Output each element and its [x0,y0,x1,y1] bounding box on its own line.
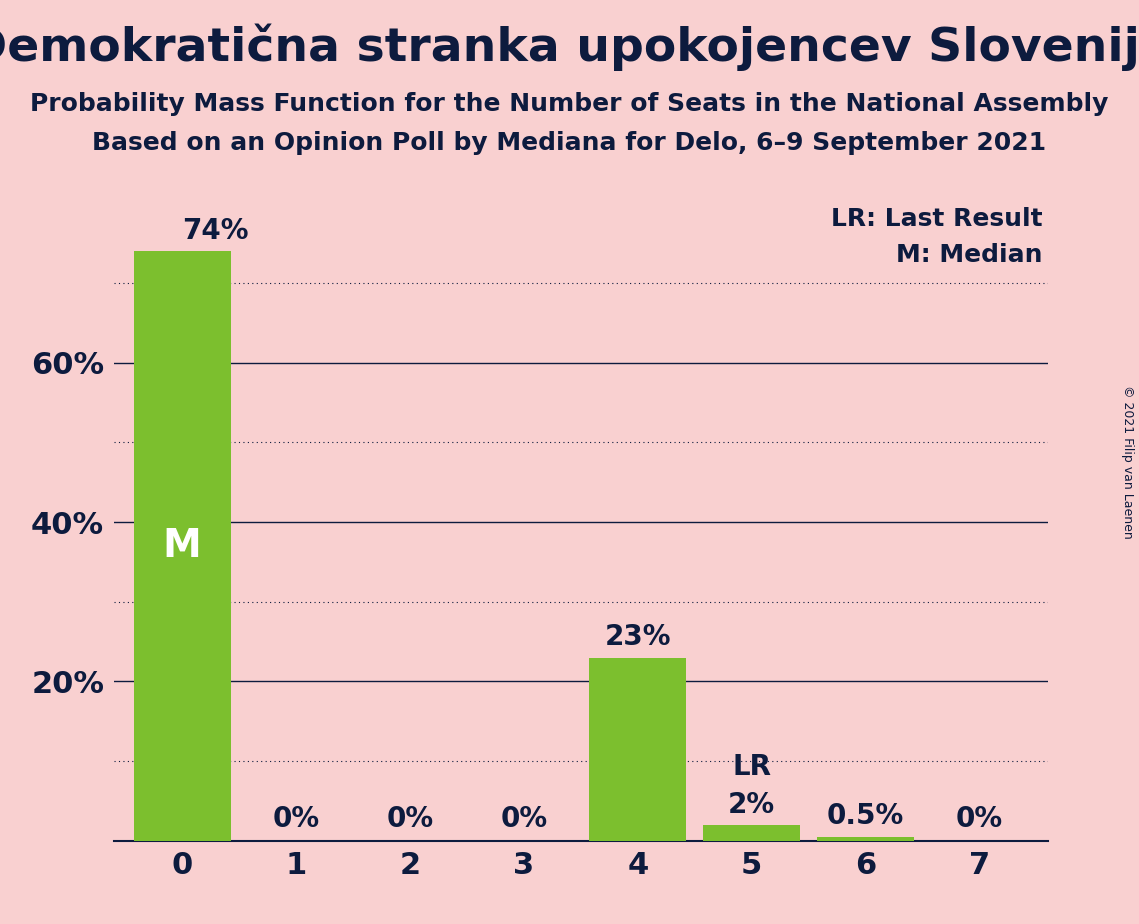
Text: Demokratična stranka upokojencev Slovenije: Demokratična stranka upokojencev Sloveni… [0,23,1139,70]
Text: 2%: 2% [728,791,776,819]
Text: M: Median: M: Median [895,243,1042,267]
Bar [704,825,800,841]
Bar [134,251,231,841]
Text: 0%: 0% [500,805,548,833]
Bar [818,837,915,841]
Text: LR: Last Result: LR: Last Result [830,207,1042,231]
Text: Based on an Opinion Poll by Mediana for Delo, 6–9 September 2021: Based on an Opinion Poll by Mediana for … [92,131,1047,155]
Text: 23%: 23% [605,623,671,651]
Text: 0%: 0% [956,805,1003,833]
Text: 0.5%: 0.5% [827,802,904,831]
Text: 0%: 0% [386,805,434,833]
Text: 0%: 0% [272,805,320,833]
Text: M: M [163,527,202,565]
Text: © 2021 Filip van Laenen: © 2021 Filip van Laenen [1121,385,1134,539]
Text: Probability Mass Function for the Number of Seats in the National Assembly: Probability Mass Function for the Number… [31,92,1108,116]
Bar [590,658,686,841]
Text: 74%: 74% [182,217,248,245]
Text: LR: LR [732,753,771,781]
